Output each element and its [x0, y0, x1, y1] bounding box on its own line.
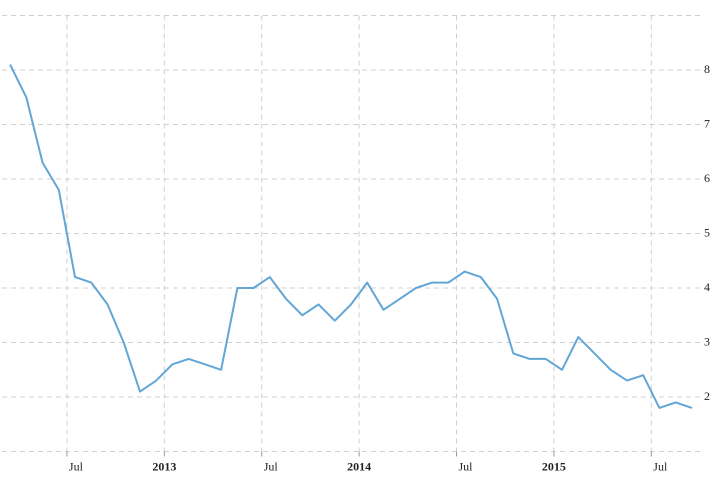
x-tick-label: Jul — [264, 459, 279, 473]
y-tick-label: 2 — [704, 389, 710, 403]
x-tick-label: 2015 — [542, 459, 566, 473]
y-tick-label: 8 — [704, 62, 710, 76]
y-tick-label: 6 — [704, 171, 710, 185]
y-tick-label: 3 — [704, 334, 710, 348]
data-line — [9, 64, 693, 409]
x-tick-label: Jul — [653, 459, 668, 473]
y-tick-label: 7 — [704, 116, 710, 130]
x-tick-label: 2013 — [152, 459, 176, 473]
x-tick-label: Jul — [69, 459, 84, 473]
x-tick-label: 2014 — [347, 459, 371, 473]
y-tick-label: 4 — [704, 280, 710, 294]
x-tick-label: Jul — [459, 459, 474, 473]
y-tick-label: 5 — [704, 225, 710, 239]
